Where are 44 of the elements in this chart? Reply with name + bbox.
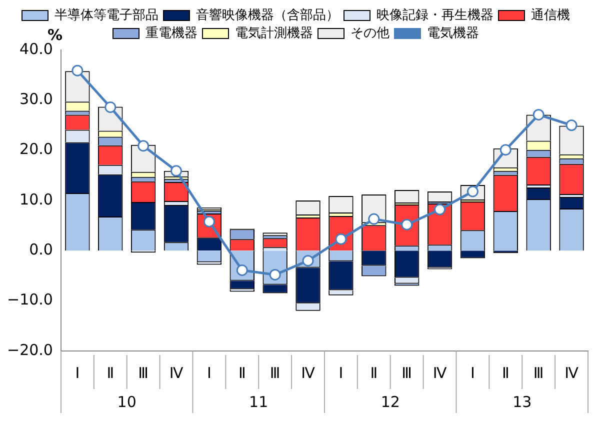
- legend-label: 通信機: [531, 8, 570, 23]
- x-tick-label: Ⅲ: [533, 364, 544, 382]
- point: [72, 64, 84, 76]
- x-tick-label: Ⅳ: [432, 364, 447, 382]
- point: [170, 165, 182, 177]
- x-tick-label: Ⅰ: [338, 364, 344, 382]
- x-tick-label: Ⅲ: [270, 364, 280, 382]
- x-tick-label: Ⅳ: [169, 364, 184, 382]
- x-tick-label: Ⅲ: [138, 364, 148, 382]
- point: [532, 108, 544, 120]
- x-tick-label: Ⅰ: [470, 364, 475, 382]
- point: [138, 140, 150, 152]
- point: [368, 213, 380, 225]
- legend-label: 電気機器: [427, 26, 479, 41]
- y-tick-label: −10.0: [7, 290, 53, 309]
- x-tick-label: Ⅳ: [564, 364, 579, 382]
- x-tick-label: Ⅱ: [106, 364, 114, 382]
- text: 10: [117, 392, 136, 411]
- point: [566, 120, 578, 131]
- legend-label: 映像記録・再生機器: [376, 8, 494, 23]
- text: 13: [512, 392, 532, 411]
- point: [434, 204, 446, 216]
- x-tick-label: Ⅱ: [502, 364, 510, 382]
- x-tick-label: Ⅳ: [301, 364, 316, 382]
- legend-label: 音響映像機器（含部品）: [196, 8, 339, 23]
- legend-label: 電気計測機器: [235, 26, 313, 41]
- point: [104, 101, 116, 113]
- x-tick-label: Ⅱ: [370, 364, 378, 382]
- y-tick-label: 10.0: [20, 190, 53, 208]
- x-tick-label: Ⅰ: [75, 364, 80, 382]
- legend-label: 重電機器: [146, 26, 198, 41]
- legend-label: 半導体等電子部品: [54, 8, 158, 23]
- point: [500, 144, 512, 156]
- y-tick-label: 20.0: [20, 140, 53, 158]
- y-tick-label: 0.0: [29, 240, 53, 259]
- y-tick-label: 30.0: [20, 90, 53, 108]
- text: 12: [380, 392, 400, 411]
- y-tick-label: −20.0: [7, 340, 53, 359]
- x-tick-label: Ⅲ: [402, 364, 412, 382]
- text: 11: [249, 392, 268, 411]
- x-tick-label: Ⅰ: [206, 364, 212, 382]
- legend-label: その他: [350, 26, 390, 41]
- x-tick-label: Ⅱ: [238, 364, 246, 382]
- point: [269, 268, 281, 280]
